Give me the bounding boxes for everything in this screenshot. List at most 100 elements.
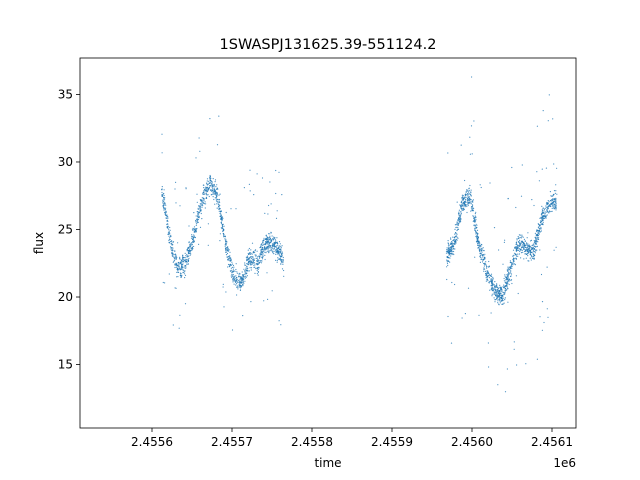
data-point <box>260 245 262 247</box>
data-point <box>249 267 251 269</box>
data-point <box>555 184 557 186</box>
data-point <box>503 302 505 304</box>
data-point <box>491 279 493 281</box>
data-point <box>230 275 232 277</box>
data-point <box>171 242 173 245</box>
data-point <box>512 255 514 257</box>
data-point <box>519 242 521 244</box>
data-point <box>170 249 173 251</box>
data-point <box>468 201 470 203</box>
data-point <box>191 238 194 240</box>
data-point <box>470 202 472 204</box>
data-point <box>274 242 277 244</box>
data-point <box>165 207 167 209</box>
data-point <box>456 223 458 225</box>
data-point <box>215 196 217 198</box>
data-point <box>501 300 503 302</box>
data-point <box>446 256 448 258</box>
data-point <box>248 270 250 272</box>
data-point <box>229 266 231 268</box>
data-point <box>497 302 499 304</box>
data-point <box>227 259 229 261</box>
data-point <box>177 268 179 271</box>
data-point <box>484 270 486 272</box>
data-point <box>452 243 454 245</box>
data-point <box>263 239 265 241</box>
data-point <box>504 297 506 299</box>
data-point <box>236 276 238 279</box>
data-point <box>237 286 239 288</box>
data-point <box>227 246 229 248</box>
data-point <box>268 242 270 244</box>
data-point <box>494 301 496 303</box>
data-point <box>536 229 538 231</box>
data-point <box>177 242 179 244</box>
data-point <box>542 224 544 226</box>
data-point <box>179 205 181 207</box>
data-point <box>180 263 182 265</box>
data-point <box>220 218 222 220</box>
data-point <box>470 192 472 194</box>
data-point <box>507 278 509 280</box>
data-point <box>454 243 456 245</box>
data-point <box>162 193 164 195</box>
data-point <box>462 204 464 206</box>
data-point <box>216 188 218 190</box>
data-point <box>276 247 278 249</box>
data-point <box>553 163 555 165</box>
data-point <box>182 264 184 266</box>
data-point <box>527 260 529 262</box>
data-point <box>541 301 544 303</box>
data-point <box>161 186 163 188</box>
data-point <box>506 278 508 280</box>
data-point <box>268 243 270 245</box>
data-point <box>266 243 269 245</box>
data-point <box>515 250 518 252</box>
data-point <box>189 248 191 250</box>
data-point <box>192 240 194 242</box>
data-point <box>533 248 536 250</box>
data-point <box>555 197 557 199</box>
data-point <box>526 242 528 244</box>
data-point <box>200 200 202 202</box>
data-point <box>271 246 273 248</box>
data-point <box>259 253 261 255</box>
data-point <box>546 214 548 216</box>
data-point <box>476 238 478 240</box>
data-point <box>489 280 491 283</box>
data-point <box>515 242 518 244</box>
data-point <box>178 262 180 264</box>
data-point <box>217 201 219 203</box>
data-point <box>252 250 254 253</box>
data-point <box>164 212 166 214</box>
data-point <box>553 203 555 205</box>
data-point <box>494 299 496 301</box>
data-point <box>458 218 460 220</box>
data-point <box>479 184 481 186</box>
data-point <box>535 249 537 251</box>
data-point <box>266 272 268 274</box>
data-point <box>203 203 205 205</box>
x-tick-label: 2.4557 <box>211 435 253 449</box>
data-point <box>450 238 452 240</box>
data-point <box>277 257 279 259</box>
data-point <box>178 266 180 268</box>
data-point <box>446 247 448 249</box>
data-point <box>481 249 483 251</box>
data-point <box>280 246 282 248</box>
data-point <box>170 248 172 250</box>
data-point <box>498 295 500 297</box>
data-point <box>462 196 464 198</box>
data-point <box>250 259 252 261</box>
data-point <box>532 249 535 251</box>
data-point <box>480 254 482 257</box>
data-point <box>212 191 214 193</box>
data-point <box>250 301 252 303</box>
data-point <box>219 233 221 235</box>
data-point <box>445 252 448 254</box>
data-point <box>450 237 452 239</box>
data-point <box>203 184 205 186</box>
data-point <box>281 261 283 263</box>
data-point <box>171 244 173 246</box>
data-point <box>464 203 466 205</box>
